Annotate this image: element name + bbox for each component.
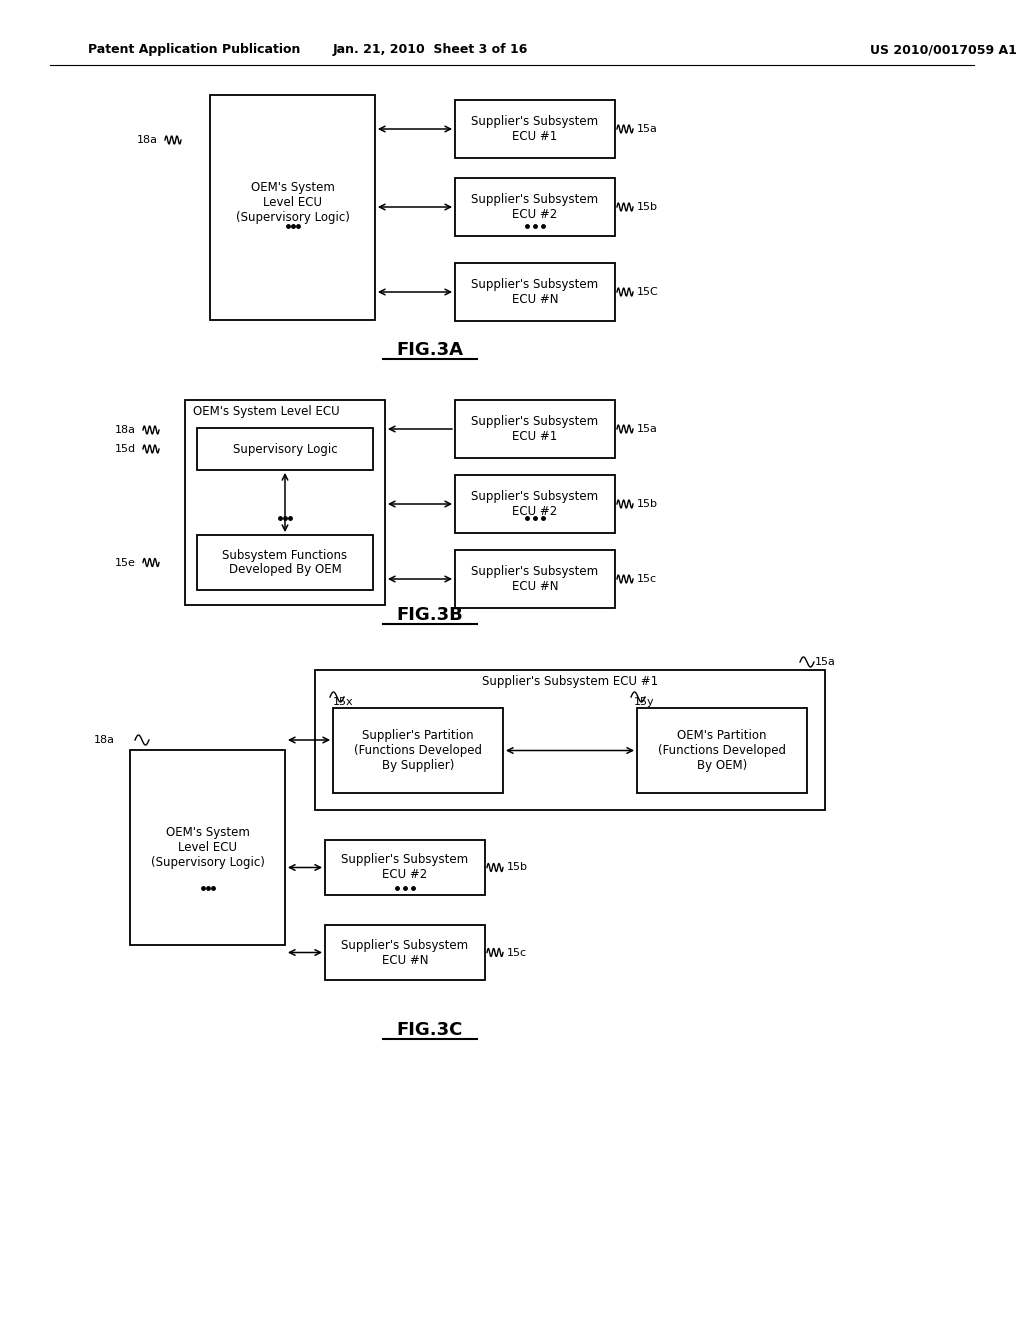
- Text: FIG.3B: FIG.3B: [396, 606, 464, 624]
- Bar: [197, 535, 373, 590]
- Text: 18a: 18a: [115, 425, 136, 436]
- Text: 15a: 15a: [637, 424, 657, 434]
- Bar: [325, 925, 485, 979]
- Text: OEM's System
Level ECU
(Supervisory Logic): OEM's System Level ECU (Supervisory Logi…: [236, 181, 349, 224]
- Bar: [130, 750, 285, 945]
- Text: 15c: 15c: [507, 948, 527, 957]
- Text: FIG.3A: FIG.3A: [396, 341, 464, 359]
- Bar: [315, 671, 825, 810]
- Text: Jan. 21, 2010  Sheet 3 of 16: Jan. 21, 2010 Sheet 3 of 16: [333, 44, 527, 57]
- Text: 15x: 15x: [333, 697, 353, 708]
- Text: Supplier's Subsystem
ECU #N: Supplier's Subsystem ECU #N: [341, 939, 469, 966]
- Bar: [455, 550, 615, 609]
- Text: 18a: 18a: [137, 135, 158, 145]
- Bar: [637, 708, 807, 793]
- Text: Supplier's Subsystem
ECU #2: Supplier's Subsystem ECU #2: [471, 193, 599, 220]
- Text: Supplier's Partition
(Functions Developed
By Supplier): Supplier's Partition (Functions Develope…: [354, 729, 482, 772]
- Bar: [210, 95, 375, 319]
- Text: Supplier's Subsystem
ECU #N: Supplier's Subsystem ECU #N: [471, 565, 599, 593]
- Text: OEM's System Level ECU: OEM's System Level ECU: [193, 405, 340, 418]
- Text: 15a: 15a: [637, 124, 657, 135]
- Text: FIG.3C: FIG.3C: [397, 1020, 463, 1039]
- Text: OEM's Partition
(Functions Developed
By OEM): OEM's Partition (Functions Developed By …: [658, 729, 786, 772]
- Bar: [455, 100, 615, 158]
- Text: 15C: 15C: [637, 286, 658, 297]
- Bar: [455, 475, 615, 533]
- Text: Patent Application Publication: Patent Application Publication: [88, 44, 300, 57]
- Bar: [455, 178, 615, 236]
- Bar: [455, 400, 615, 458]
- Bar: [325, 840, 485, 895]
- Bar: [455, 263, 615, 321]
- Text: Supplier's Subsystem
ECU #1: Supplier's Subsystem ECU #1: [471, 414, 599, 444]
- Text: Supplier's Subsystem
ECU #N: Supplier's Subsystem ECU #N: [471, 279, 599, 306]
- Text: Supplier's Subsystem
ECU #2: Supplier's Subsystem ECU #2: [341, 854, 469, 882]
- Text: 15a: 15a: [815, 657, 836, 667]
- Text: Subsystem Functions
Developed By OEM: Subsystem Functions Developed By OEM: [222, 549, 347, 577]
- Text: Supplier's Subsystem
ECU #1: Supplier's Subsystem ECU #1: [471, 115, 599, 143]
- Text: 15b: 15b: [637, 499, 658, 510]
- Text: 15y: 15y: [634, 697, 654, 708]
- Bar: [333, 708, 503, 793]
- Text: Supplier's Subsystem ECU #1: Supplier's Subsystem ECU #1: [482, 676, 658, 689]
- Text: Supplier's Subsystem
ECU #2: Supplier's Subsystem ECU #2: [471, 490, 599, 517]
- Text: 15b: 15b: [637, 202, 658, 213]
- Text: US 2010/0017059 A1: US 2010/0017059 A1: [870, 44, 1017, 57]
- Text: 15b: 15b: [507, 862, 528, 873]
- Text: Supervisory Logic: Supervisory Logic: [232, 442, 337, 455]
- Bar: [185, 400, 385, 605]
- Text: 15e: 15e: [115, 557, 136, 568]
- Text: 15d: 15d: [115, 444, 136, 454]
- Text: 18a: 18a: [94, 735, 115, 744]
- Text: OEM's System
Level ECU
(Supervisory Logic): OEM's System Level ECU (Supervisory Logi…: [151, 826, 264, 869]
- Text: 15c: 15c: [637, 574, 657, 583]
- Bar: [197, 428, 373, 470]
